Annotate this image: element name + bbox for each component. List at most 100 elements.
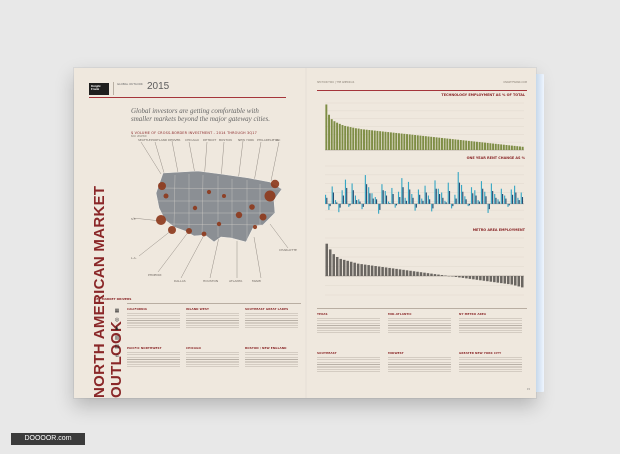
- tech-bar: [384, 131, 387, 150]
- svg-text:ATLANTA: ATLANTA: [229, 279, 243, 283]
- metro-bar: [503, 276, 507, 284]
- rent-bar: [441, 192, 443, 204]
- section-label: SECTION TWO | THE AMERICAS: [317, 81, 355, 84]
- tech-bar: [387, 132, 390, 150]
- rent-bar: [358, 199, 360, 204]
- header-rule: [89, 97, 286, 98]
- metro-bar: [507, 276, 510, 285]
- tech-bar: [441, 137, 443, 150]
- tech-bar: [416, 135, 419, 150]
- tech-bar: [395, 132, 398, 150]
- rent-bar: [404, 197, 406, 204]
- metro-bar: [479, 276, 482, 281]
- tech-bar: [449, 138, 452, 150]
- tech-bar: [446, 138, 449, 150]
- metro-bar: [423, 272, 426, 276]
- rent-bar: [397, 191, 400, 204]
- rent-bar: [391, 187, 393, 204]
- rent-bar: [462, 191, 464, 204]
- tech-bar: [403, 133, 406, 150]
- regions-grid-left: CALIFORNIA INLAND WEST SOUTHEAST GREAT L…: [127, 303, 301, 368]
- rent-bar: [331, 186, 333, 204]
- metro-bar: [489, 276, 493, 282]
- tech-bar: [451, 139, 454, 150]
- open-brochure: Knight Frank GLOBAL OUTLOOK 2015 NORTH A…: [74, 68, 544, 398]
- region-text: [388, 357, 451, 373]
- rent-bar: [517, 197, 519, 204]
- tech-bar: [325, 104, 328, 150]
- metro-bar: [360, 264, 363, 276]
- brand-label: Knight Frank: [91, 84, 101, 92]
- rent-bar: [497, 199, 499, 204]
- tech-bar: [376, 130, 379, 150]
- drivers-title: KEY MARKET DRIVERS: [94, 297, 132, 301]
- svg-text:S.F.: S.F.: [131, 217, 136, 221]
- rent-bar: [437, 188, 439, 204]
- rent-bar: [419, 194, 421, 204]
- metro-bar: [440, 275, 444, 276]
- rent-bar: [389, 203, 391, 204]
- metro-bar: [468, 276, 472, 279]
- rent-bar: [475, 195, 477, 204]
- rent-bar: [514, 185, 516, 204]
- knight-frank-logo: Knight Frank: [89, 83, 109, 95]
- metro-bar: [370, 265, 374, 276]
- rent-bar: [348, 203, 350, 207]
- rent-bar: [432, 203, 434, 209]
- svg-text:NEW YORK: NEW YORK: [238, 138, 255, 142]
- page-number-right: 15: [526, 388, 530, 391]
- tech-bar: [389, 132, 392, 150]
- rent-bar: [444, 200, 446, 204]
- metro-bar: [384, 267, 388, 276]
- rent-bar: [495, 197, 497, 204]
- rent-bar: [346, 187, 348, 204]
- tech-bar: [473, 141, 476, 150]
- rent-bar: [352, 190, 354, 204]
- tech-bar: [368, 130, 371, 150]
- rent-bar: [399, 197, 401, 204]
- metro-bar: [500, 276, 503, 284]
- rent-bar: [448, 190, 451, 204]
- rent-bar: [325, 194, 327, 204]
- rent-bar: [336, 202, 338, 204]
- metro-bar: [430, 273, 433, 276]
- metro-bar: [353, 262, 356, 276]
- rent-bar: [482, 188, 484, 204]
- tech-bar: [454, 139, 457, 150]
- region-text: [459, 357, 522, 373]
- tech-bar: [424, 136, 427, 150]
- rent-bar: [424, 185, 426, 204]
- metro-bar: [335, 257, 339, 276]
- rent-bar: [464, 196, 466, 204]
- rent-bar: [465, 199, 467, 204]
- region-text: [317, 318, 380, 334]
- right-header-rule: [317, 90, 527, 91]
- tech-bar: [513, 145, 516, 150]
- rent-bar: [468, 203, 470, 206]
- rent-bar: [488, 203, 490, 210]
- tech-bar: [502, 144, 505, 150]
- rent-bar: [411, 194, 413, 204]
- tech-bar: [336, 122, 339, 150]
- svg-text:CHARLOTTE: CHARLOTTE: [279, 248, 297, 252]
- rent-bar: [502, 194, 504, 204]
- rent-bar: [341, 190, 343, 204]
- metro-bar: [496, 276, 500, 283]
- rent-bar: [435, 188, 437, 204]
- region-title: INLAND WEST: [186, 307, 209, 311]
- rent-bar: [379, 203, 381, 210]
- metro-bar: [461, 276, 465, 278]
- rent-chart-svg: [325, 165, 524, 220]
- rent-bar: [359, 201, 361, 204]
- rent-bar: [500, 188, 502, 204]
- metro-bar: [356, 263, 360, 276]
- metro-bar: [514, 276, 517, 286]
- rent-bar: [494, 194, 496, 204]
- region-text: [186, 313, 239, 329]
- tech-bar: [373, 130, 376, 150]
- region-title: BOSTON / NEW ENGLAND: [245, 346, 287, 350]
- rent-bar: [362, 203, 364, 207]
- house-icon: ⌂: [115, 353, 119, 359]
- rent-bar: [470, 187, 473, 204]
